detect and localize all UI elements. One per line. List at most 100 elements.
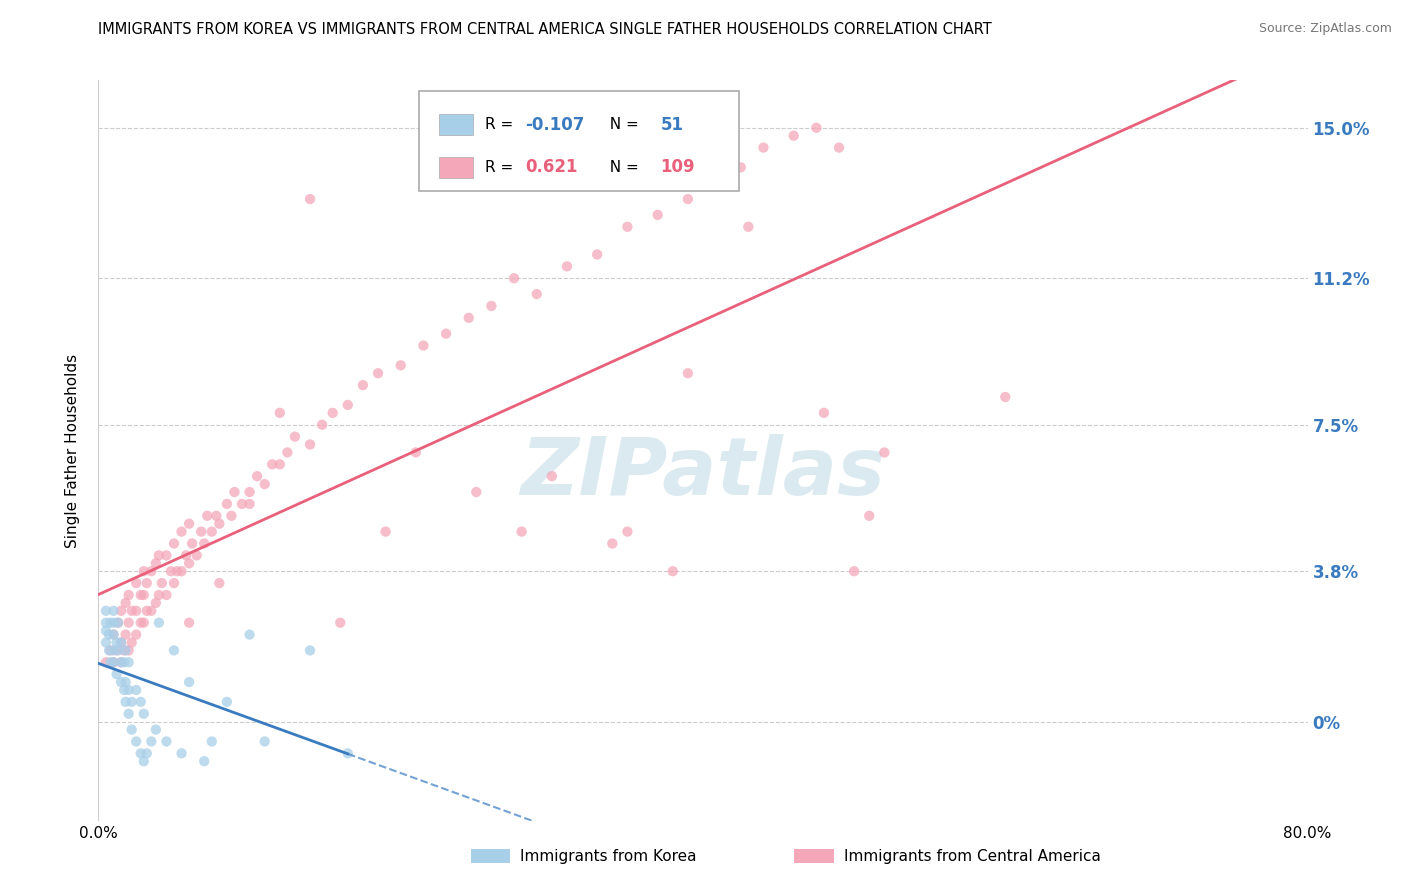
Point <box>231 497 253 511</box>
Point <box>103 655 125 669</box>
Point <box>110 604 132 618</box>
Point <box>329 615 352 630</box>
Point <box>160 564 183 578</box>
Point <box>135 576 157 591</box>
Point <box>616 219 638 234</box>
Point <box>858 508 880 523</box>
Point <box>336 398 359 412</box>
Point <box>103 604 125 618</box>
Point <box>179 516 201 531</box>
Point <box>125 627 148 641</box>
Text: 51: 51 <box>661 116 683 134</box>
Point <box>193 754 215 768</box>
Point <box>201 734 224 748</box>
FancyBboxPatch shape <box>419 91 740 191</box>
Point <box>205 508 228 523</box>
Point <box>276 445 298 459</box>
Text: IMMIGRANTS FROM KOREA VS IMMIGRANTS FROM CENTRAL AMERICA SINGLE FATHER HOUSEHOLD: IMMIGRANTS FROM KOREA VS IMMIGRANTS FROM… <box>98 22 993 37</box>
Text: R =: R = <box>485 160 519 175</box>
Point <box>163 643 186 657</box>
Point <box>503 271 526 285</box>
Point <box>155 588 177 602</box>
Point <box>181 536 204 550</box>
Point <box>239 485 262 500</box>
Point <box>311 417 333 432</box>
Point <box>135 747 157 761</box>
Point <box>129 695 152 709</box>
Point <box>179 556 201 570</box>
Point <box>118 615 141 630</box>
Point <box>752 140 775 154</box>
Point <box>103 643 125 657</box>
Point <box>201 524 224 539</box>
Point <box>299 192 322 206</box>
Point <box>676 366 699 380</box>
Point <box>132 564 155 578</box>
Point <box>215 695 238 709</box>
Point <box>322 406 344 420</box>
Point <box>118 588 141 602</box>
Point <box>195 508 218 523</box>
Point <box>121 635 143 649</box>
Point <box>150 576 173 591</box>
Point <box>284 429 307 443</box>
Point <box>132 706 155 721</box>
Point <box>98 627 121 641</box>
Point <box>118 643 141 657</box>
Point <box>118 706 141 721</box>
Point <box>107 615 129 630</box>
Point <box>112 655 135 669</box>
Text: R =: R = <box>485 117 519 132</box>
Point <box>148 549 170 563</box>
Point <box>129 747 152 761</box>
Point <box>105 635 128 649</box>
FancyBboxPatch shape <box>440 114 474 135</box>
Point <box>114 627 136 641</box>
Point <box>707 169 730 183</box>
Text: Immigrants from Korea: Immigrants from Korea <box>520 849 697 863</box>
Point <box>481 299 503 313</box>
Text: 109: 109 <box>661 158 696 177</box>
Point <box>94 604 117 618</box>
Point <box>94 655 117 669</box>
Point <box>148 588 170 602</box>
Point <box>163 576 186 591</box>
Point <box>98 643 121 657</box>
Text: 0.621: 0.621 <box>526 158 578 177</box>
Point <box>105 643 128 657</box>
Point <box>239 497 262 511</box>
Point <box>179 675 201 690</box>
Point <box>155 734 177 748</box>
Point <box>105 667 128 681</box>
Point <box>100 655 122 669</box>
Point <box>132 754 155 768</box>
Point <box>107 643 129 657</box>
Point <box>145 723 167 737</box>
Point <box>170 524 193 539</box>
Point <box>166 564 188 578</box>
Point <box>269 406 291 420</box>
Point <box>179 615 201 630</box>
Point <box>224 485 246 500</box>
Point <box>110 675 132 690</box>
Point <box>352 378 374 392</box>
Point <box>190 524 212 539</box>
Point <box>103 655 125 669</box>
Point <box>141 604 163 618</box>
Point <box>100 643 122 657</box>
Point <box>389 359 412 373</box>
Point <box>994 390 1017 404</box>
Point <box>526 287 548 301</box>
Text: -0.107: -0.107 <box>526 116 585 134</box>
Point <box>112 643 135 657</box>
FancyBboxPatch shape <box>440 157 474 178</box>
Point <box>367 366 389 380</box>
Point <box>813 406 835 420</box>
Point <box>336 747 359 761</box>
Point <box>114 695 136 709</box>
Point <box>253 734 276 748</box>
Point <box>374 524 396 539</box>
Point <box>110 655 132 669</box>
Point <box>129 615 152 630</box>
Point <box>110 635 132 649</box>
